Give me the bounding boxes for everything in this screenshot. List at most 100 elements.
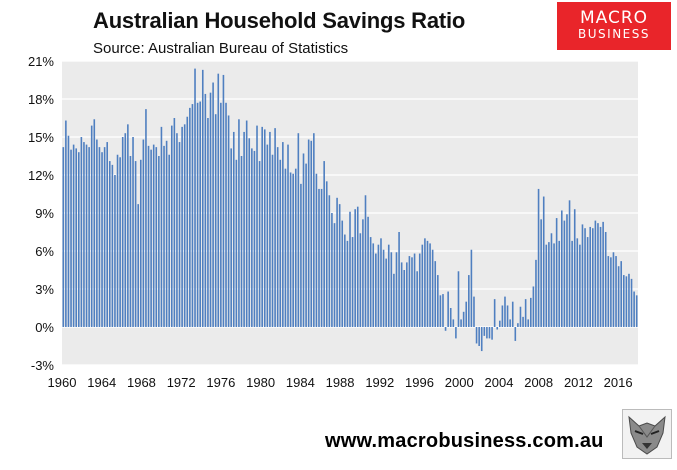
bar xyxy=(496,327,499,330)
bar xyxy=(341,220,344,327)
bar xyxy=(302,153,305,327)
bar xyxy=(214,114,217,327)
bar xyxy=(191,104,194,327)
bar xyxy=(124,133,127,327)
bar xyxy=(592,228,594,327)
bar xyxy=(333,223,336,327)
bar xyxy=(460,319,462,327)
macrobusiness-logo[interactable]: MACRO BUSINESS xyxy=(557,2,671,50)
x-tick-label: 2004 xyxy=(485,375,514,390)
bar xyxy=(181,126,183,328)
bar xyxy=(67,135,70,327)
bar xyxy=(406,262,408,327)
bar xyxy=(382,249,385,327)
bar xyxy=(258,161,261,327)
bar xyxy=(514,327,517,341)
bar xyxy=(320,188,323,327)
bar xyxy=(178,142,181,327)
bar xyxy=(586,237,589,327)
bar xyxy=(251,148,253,327)
bar xyxy=(455,327,457,339)
bar xyxy=(475,327,478,344)
bar xyxy=(245,120,248,327)
bar xyxy=(279,159,282,327)
bar xyxy=(429,243,431,327)
bar xyxy=(70,149,72,327)
bar xyxy=(83,142,85,327)
chart-subtitle: Source: Australian Bureau of Statistics xyxy=(93,40,349,57)
logo-line-1: MACRO xyxy=(579,8,649,28)
bar xyxy=(622,275,625,327)
bar xyxy=(325,181,328,327)
x-tick-label: 1984 xyxy=(286,375,315,390)
x-tick-label: 2000 xyxy=(445,375,474,390)
bar xyxy=(305,163,307,327)
bar xyxy=(542,196,545,327)
website-url[interactable]: www.macrobusiness.com.au xyxy=(325,430,604,452)
bar xyxy=(421,244,424,327)
bar xyxy=(362,219,364,327)
bar xyxy=(589,226,592,327)
y-tick-label: 3% xyxy=(35,282,54,297)
bar xyxy=(204,93,207,328)
bar xyxy=(473,296,475,327)
bar xyxy=(364,195,367,327)
bar xyxy=(426,240,429,327)
bar xyxy=(129,156,132,327)
bar xyxy=(297,133,300,327)
bar xyxy=(310,140,313,327)
bar xyxy=(127,124,129,327)
bar xyxy=(400,262,403,327)
bar xyxy=(635,295,638,327)
bar xyxy=(571,240,573,327)
bar xyxy=(584,228,586,327)
bar xyxy=(212,82,214,327)
bar xyxy=(134,161,137,327)
bar xyxy=(610,257,612,327)
x-tick-label: 1972 xyxy=(167,375,196,390)
bar xyxy=(517,323,519,327)
bar xyxy=(568,200,571,327)
bar xyxy=(207,118,209,327)
bar xyxy=(628,273,630,327)
bar xyxy=(152,144,155,327)
bar xyxy=(393,273,395,327)
bar xyxy=(292,173,294,327)
bar xyxy=(209,92,212,327)
bar xyxy=(276,147,279,327)
bar xyxy=(449,308,452,327)
bar xyxy=(349,211,351,327)
bar xyxy=(119,157,121,327)
x-tick-label: 2008 xyxy=(524,375,553,390)
bar xyxy=(504,296,506,327)
bar xyxy=(607,256,610,327)
chart-title: Australian Household Savings Ratio xyxy=(93,8,466,33)
y-tick-label: 12% xyxy=(28,168,54,183)
bar xyxy=(93,119,96,328)
bar xyxy=(88,147,90,327)
x-tick-label: 1996 xyxy=(405,375,434,390)
bar xyxy=(372,243,375,327)
bar xyxy=(390,252,393,327)
bar xyxy=(380,238,382,327)
bar xyxy=(354,209,356,327)
bar xyxy=(225,102,227,327)
bar xyxy=(116,154,119,327)
bar xyxy=(80,137,83,327)
bar xyxy=(413,253,416,327)
bar xyxy=(271,154,274,327)
bar xyxy=(437,275,439,327)
bar xyxy=(558,240,561,327)
bar xyxy=(398,232,400,327)
y-tick-label: 21% xyxy=(28,54,54,69)
bar xyxy=(294,168,297,327)
bar xyxy=(519,306,522,327)
y-tick-label: 15% xyxy=(28,130,54,145)
bar xyxy=(139,159,142,327)
bar xyxy=(468,275,470,327)
bar xyxy=(240,156,243,327)
x-tick-label: 1976 xyxy=(206,375,235,390)
bar xyxy=(145,109,147,327)
bar xyxy=(132,137,134,327)
x-tick-label: 1960 xyxy=(48,375,77,390)
